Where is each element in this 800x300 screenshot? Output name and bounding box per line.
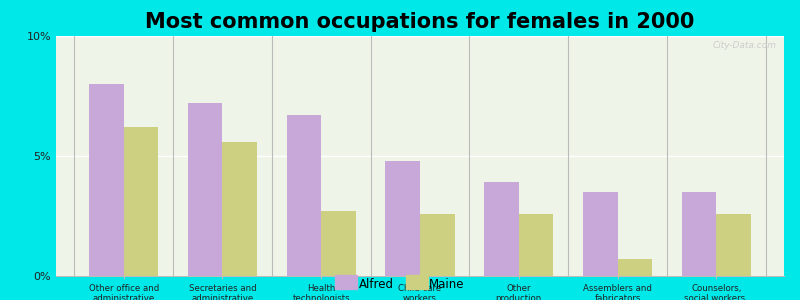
Bar: [222, 142, 257, 276]
Bar: [386, 161, 420, 276]
Bar: [583, 192, 618, 276]
Bar: [484, 182, 518, 276]
Text: City-Data.com: City-Data.com: [713, 41, 777, 50]
Bar: [420, 214, 454, 276]
Bar: [518, 214, 554, 276]
Title: Most common occupations for females in 2000: Most common occupations for females in 2…: [146, 12, 694, 32]
Bar: [618, 259, 652, 276]
Legend: Alfred, Maine: Alfred, Maine: [335, 278, 465, 291]
Bar: [682, 192, 716, 276]
Bar: [716, 214, 751, 276]
Bar: [322, 211, 356, 276]
Bar: [188, 103, 222, 276]
Bar: [124, 127, 158, 276]
Bar: [286, 115, 322, 276]
Bar: [89, 84, 124, 276]
